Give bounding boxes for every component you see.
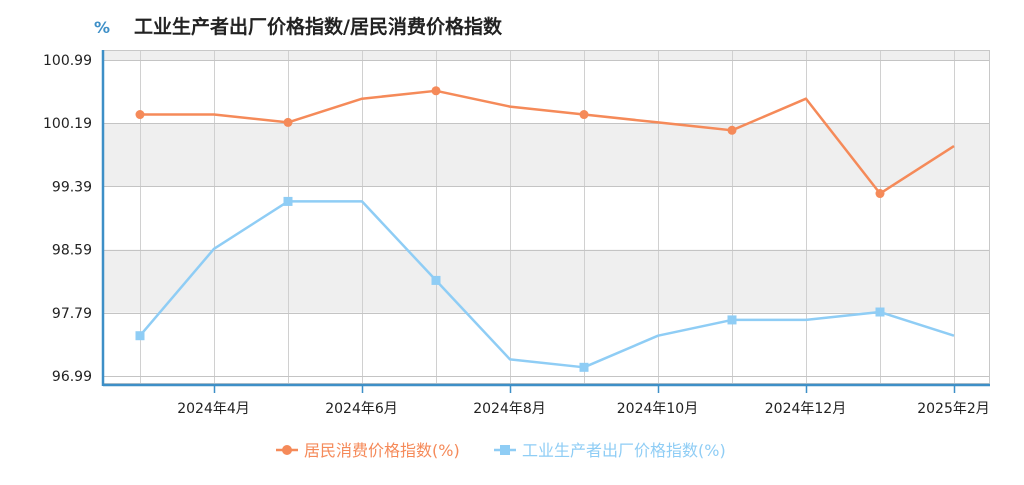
data-point [135, 110, 145, 120]
data-point [875, 307, 885, 317]
plot-band [103, 50, 990, 60]
data-point [283, 196, 293, 206]
plot-band [103, 376, 990, 384]
x-tick-label: 2024年12月 [765, 401, 846, 417]
y-tick-label: 99.39 [52, 179, 92, 195]
data-point [727, 315, 737, 325]
y-tick-label: 100.19 [43, 116, 92, 132]
x-tick-label: 2024年8月 [473, 401, 546, 417]
series-line-1 [140, 89, 955, 195]
x-tick-label: 2024年10月 [617, 401, 698, 417]
data-point [727, 125, 737, 135]
plot-band [103, 186, 990, 250]
plot-band [103, 123, 990, 187]
y-tick-label: 100.99 [43, 53, 92, 69]
legend-marker [282, 445, 292, 455]
data-point [579, 110, 589, 120]
y-axis-unit: % [94, 18, 111, 37]
y-tick-label: 98.59 [52, 243, 92, 259]
data-point [579, 362, 589, 372]
data-point [431, 275, 441, 285]
series-line-2 [139, 200, 955, 369]
plot-band [103, 60, 990, 124]
x-tick-label: 2024年4月 [177, 401, 250, 417]
legend-marker [500, 445, 510, 455]
y-tick-label: 96.99 [52, 369, 92, 385]
data-point [135, 331, 145, 341]
data-point [431, 86, 441, 96]
legend-label: 工业生产者出厂价格指数(%) [522, 441, 726, 460]
plot-band [103, 249, 990, 313]
plot-band [103, 312, 990, 376]
data-point [875, 189, 885, 199]
chart-title: 工业生产者出厂价格指数/居民消费价格指数 [134, 16, 502, 38]
x-tick-label: 2025年2月 [917, 401, 990, 417]
x-tick-label: 2024年6月 [325, 401, 398, 417]
data-point [283, 117, 293, 127]
y-tick-label: 97.79 [52, 306, 92, 322]
legend-label: 居民消费价格指数(%) [304, 441, 460, 460]
